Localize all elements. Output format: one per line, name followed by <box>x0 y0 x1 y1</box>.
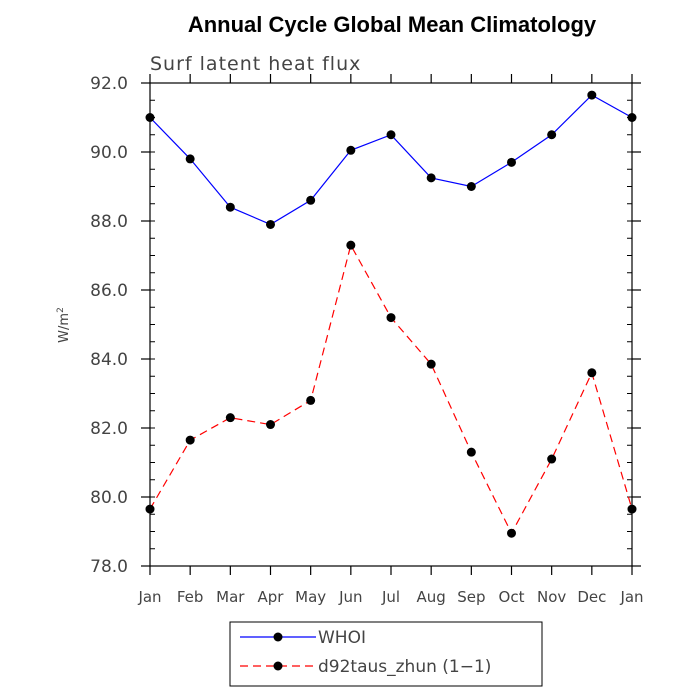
data-point-d92taus-zhun-1-1 <box>386 313 396 323</box>
series-layer <box>145 90 637 538</box>
y-tick-label: 88.0 <box>90 212 128 232</box>
y-tick-label: 80.0 <box>90 488 128 508</box>
data-point-d92taus-zhun-1-1 <box>266 420 275 430</box>
x-tick-label: Aug <box>417 588 446 606</box>
y-tick-label: 78.0 <box>90 557 128 577</box>
data-point-d92taus-zhun-1-1 <box>627 504 637 514</box>
x-tick-label: Mar <box>216 588 245 606</box>
series-line-whoi <box>149 94 633 226</box>
data-point-whoi <box>266 219 275 229</box>
minor-ticks <box>150 82 632 567</box>
x-tick-label: Oct <box>499 588 525 606</box>
data-point-whoi <box>386 130 396 140</box>
legend-marker-d92taus-zhun <box>273 661 283 671</box>
x-tick-label: Jun <box>338 588 362 606</box>
y-tick-labels: 78.0 80.0 82.0 84.0 86.0 88.0 90.0 92.0 <box>90 74 128 577</box>
data-point-whoi <box>547 130 557 140</box>
x-tick-label: Feb <box>177 588 204 606</box>
data-point-whoi <box>466 182 476 191</box>
data-point-whoi <box>346 145 356 155</box>
plot-frame <box>149 82 633 567</box>
data-point-d92taus-zhun-1-1 <box>346 240 356 250</box>
x-tick-label: Jul <box>381 588 400 606</box>
data-point-d92taus-zhun-1-1 <box>185 435 195 445</box>
chart-subtitle: Surf latent heat flux <box>150 53 361 75</box>
data-point-d92taus-zhun-1-1 <box>306 395 316 405</box>
legend-marker-whoi <box>273 632 283 642</box>
legend-label-whoi: WHOI <box>318 628 366 648</box>
legend-box <box>229 621 543 687</box>
x-tick-label: Nov <box>537 588 566 606</box>
legend: WHOI d92taus_zhun (1−1) <box>229 621 543 687</box>
data-point-d92taus-zhun-1-1 <box>507 528 516 538</box>
data-point-d92taus-zhun-1-1 <box>587 368 597 378</box>
data-point-whoi <box>627 113 637 122</box>
x-tick-label: Dec <box>577 588 606 606</box>
y-tick-label: 86.0 <box>90 281 128 301</box>
data-point-whoi <box>185 154 195 164</box>
data-point-d92taus-zhun-1-1 <box>145 504 155 514</box>
data-point-d92taus-zhun-1-1 <box>225 413 235 423</box>
x-tick-label: Jan <box>137 588 161 606</box>
x-tick-label: Sep <box>457 588 485 606</box>
y-tick-label: 82.0 <box>90 419 128 439</box>
legend-label-d92taus-zhun: d92taus_zhun (1−1) <box>318 657 491 677</box>
data-point-whoi <box>306 195 316 205</box>
x-tick-labels: Jan Feb Mar Apr May Jun Jul Aug Sep Oct Nov Dec Jan <box>137 588 643 606</box>
x-tick-label: Apr <box>258 588 285 606</box>
y-axis-label: W/m2 <box>56 307 72 343</box>
data-point-whoi <box>225 202 235 212</box>
chart-title: Annual Cycle Global Mean Climatology <box>188 12 597 37</box>
major-ticks <box>141 74 641 575</box>
x-tick-label: Jan <box>619 588 643 606</box>
data-point-d92taus-zhun-1-1 <box>547 454 557 464</box>
data-point-whoi <box>145 113 155 122</box>
data-point-whoi <box>507 157 516 167</box>
series-line-d92taus-zhun-1-1 <box>149 243 633 535</box>
data-point-d92taus-zhun-1-1 <box>426 359 436 369</box>
y-tick-label: 92.0 <box>90 74 128 94</box>
x-tick-label: May <box>295 588 326 606</box>
data-point-whoi <box>426 173 436 183</box>
y-tick-label: 84.0 <box>90 350 128 370</box>
y-tick-label: 90.0 <box>90 143 128 163</box>
data-point-whoi <box>587 90 597 100</box>
data-point-d92taus-zhun-1-1 <box>466 447 476 457</box>
